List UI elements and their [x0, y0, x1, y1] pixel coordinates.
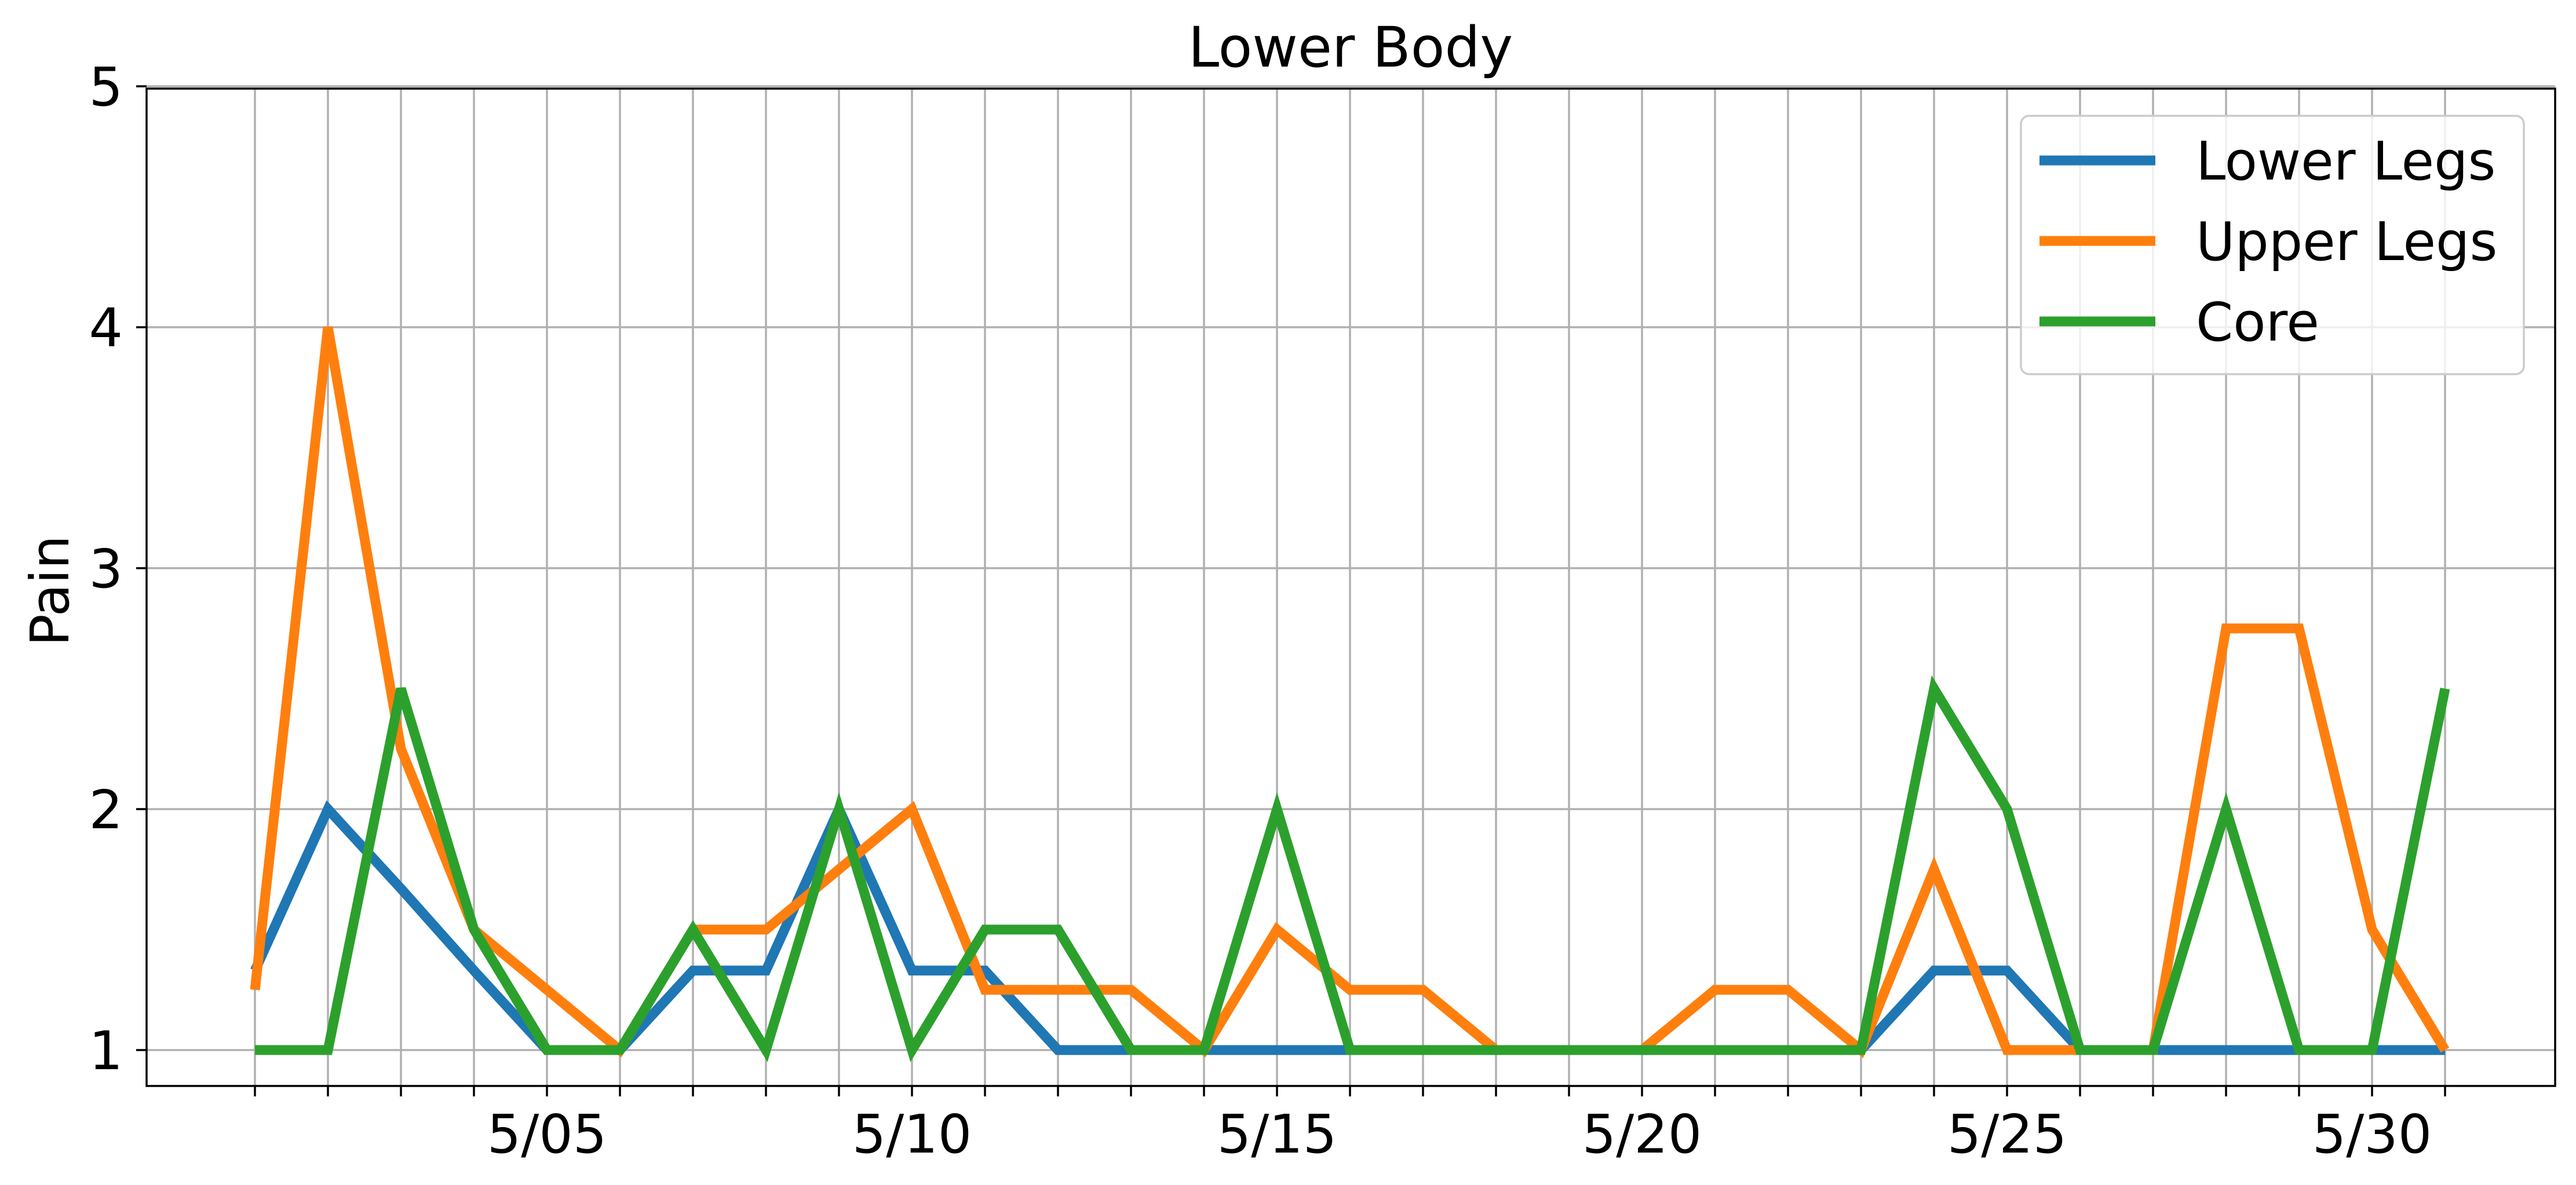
y-tick-label: 5: [89, 56, 123, 118]
series-lines: [250, 326, 2450, 1062]
legend-label-core: Core: [2196, 291, 2319, 353]
x-tick-label: 5/25: [1947, 1103, 2067, 1165]
series-line-core: [255, 675, 2450, 1062]
y-tick-label: 2: [89, 779, 123, 841]
x-tick-label: 5/15: [1217, 1103, 1337, 1165]
x-tick-label: 5/10: [852, 1103, 972, 1165]
x-axis-ticks: 5/05 5/10 5/15 5/20 5/25 5/30: [254, 1086, 2446, 1165]
y-tick-label: 4: [89, 297, 123, 359]
x-tick-label: 5/05: [487, 1103, 607, 1165]
legend-box: [2020, 115, 2525, 375]
y-tick-label: 1: [89, 1020, 123, 1082]
y-tick-label: 3: [89, 538, 123, 600]
y-axis-label: Pain: [19, 535, 81, 646]
x-tick-label: 5/20: [1582, 1103, 1702, 1165]
x-tick-label: 5/30: [2312, 1103, 2432, 1165]
legend-label-lower-legs: Lower Legs: [2196, 130, 2495, 192]
legend-label-upper-legs: Upper Legs: [2196, 211, 2497, 273]
grid-lines: [147, 85, 2555, 1086]
legend: Lower Legs Upper Legs Core: [2020, 115, 2525, 375]
y-axis-ticks: 1 2 3 4 5: [89, 56, 147, 1082]
chart-title: Lower Body: [1188, 15, 1513, 80]
